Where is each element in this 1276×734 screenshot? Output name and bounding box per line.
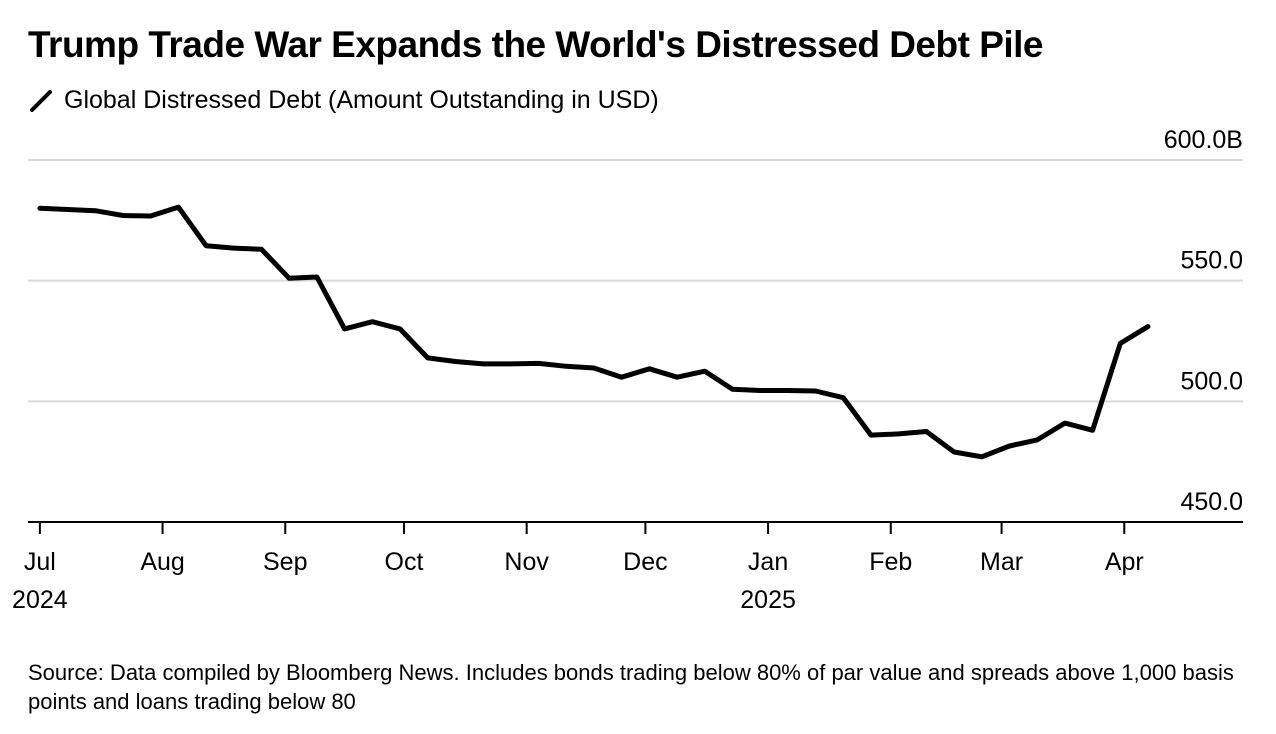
x-tick-year-0: 2024 bbox=[12, 586, 68, 614]
x-tick-label-1: Aug bbox=[140, 548, 184, 576]
chart-title: Trump Trade War Expands the World's Dist… bbox=[28, 24, 1044, 65]
x-tick-label-4: Nov bbox=[504, 548, 549, 576]
y-tick-label-2: 500.0 bbox=[1180, 367, 1243, 395]
y-tick-label-1: 550.0 bbox=[1180, 247, 1243, 275]
x-tick-label-2: Sep bbox=[263, 548, 307, 576]
x-tick-label-3: Oct bbox=[385, 548, 424, 576]
y-tick-label-3: 450.0 bbox=[1180, 488, 1243, 516]
line-legend-icon bbox=[30, 89, 52, 112]
x-tick-label-6: Jan bbox=[748, 548, 788, 576]
x-tick-label-5: Dec bbox=[623, 548, 667, 576]
y-tick-label-0: 600.0B bbox=[1164, 126, 1243, 154]
x-tick-year-6: 2025 bbox=[740, 586, 796, 614]
x-tick-label-8: Mar bbox=[980, 548, 1023, 576]
source-note: Source: Data compiled by Bloomberg News.… bbox=[28, 660, 1234, 714]
legend: Global Distressed Debt (Amount Outstandi… bbox=[30, 86, 659, 115]
x-tick-label-0: Jul bbox=[24, 548, 56, 576]
legend-label: Global Distressed Debt (Amount Outstandi… bbox=[64, 86, 659, 114]
x-tick-label-9: Apr bbox=[1105, 548, 1144, 576]
x-tick-label-7: Feb bbox=[869, 548, 912, 576]
series-line-0 bbox=[37, 204, 1151, 460]
